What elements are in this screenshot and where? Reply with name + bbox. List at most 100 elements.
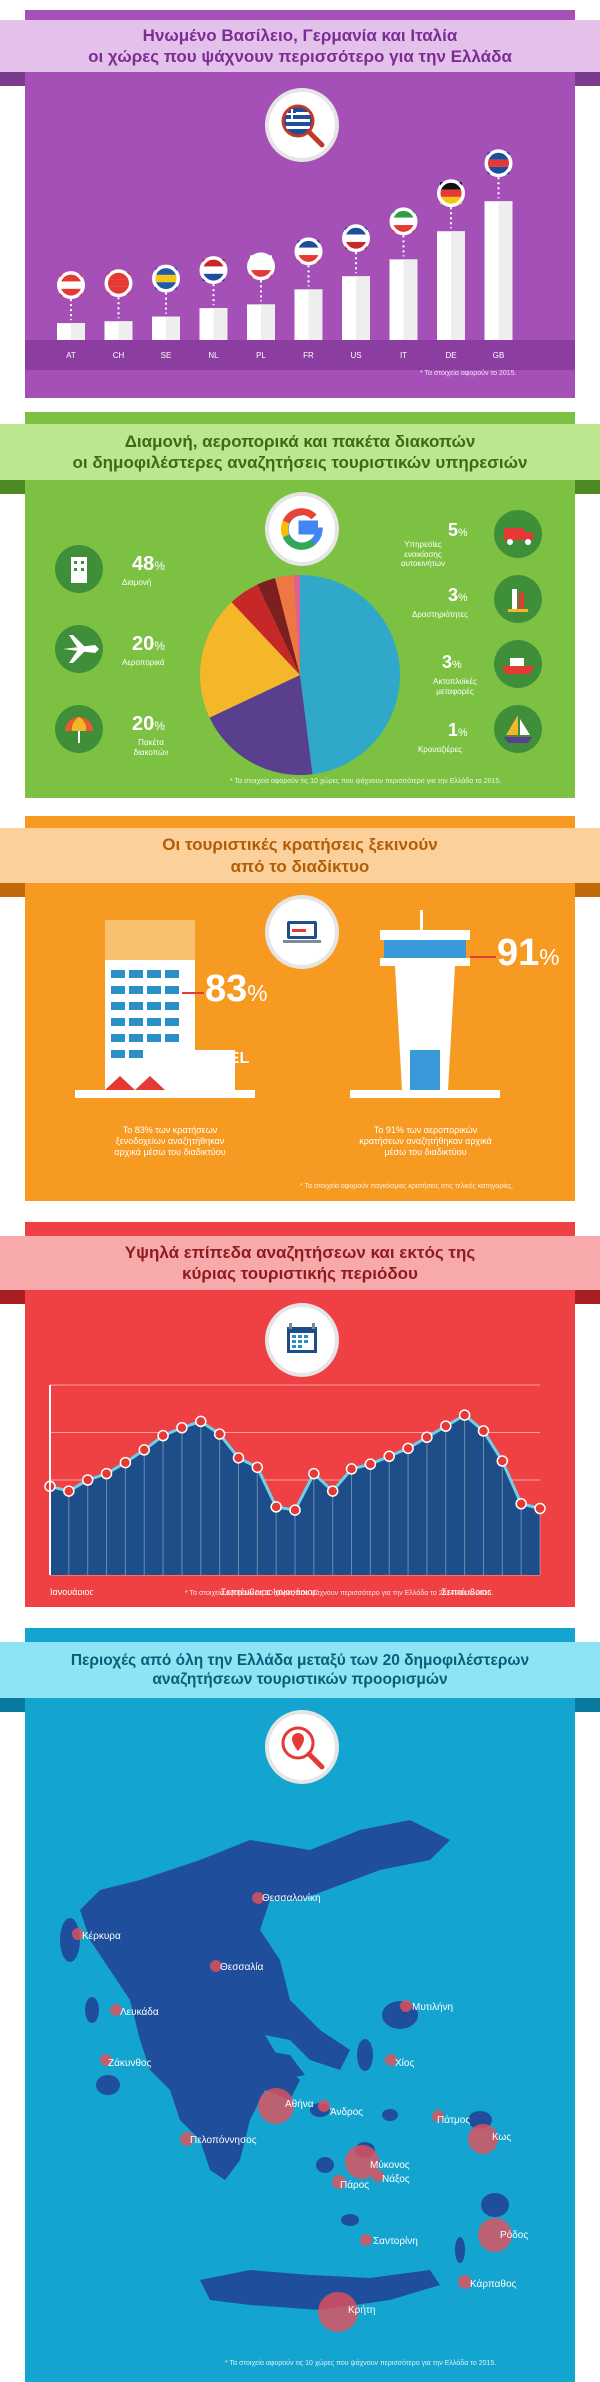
flag-icon-it (389, 207, 418, 236)
section5-credit: * Τα στοιχεία αφορούν τις 10 χώρες που ψ… (225, 2360, 497, 2367)
bar-label-gb: GB (493, 351, 505, 360)
data-point (421, 1431, 433, 1443)
car-rental-percent: 5% (448, 520, 468, 540)
city-dot-kerkyra (72, 1928, 84, 1940)
data-point (213, 1428, 226, 1440)
x-tick-label: Σεπτέμβριος (441, 1587, 492, 1595)
data-point (63, 1485, 75, 1497)
data-point (81, 1474, 94, 1486)
location-pin-magnifier-icon (281, 1726, 325, 1770)
hotel-building-illustration (75, 920, 255, 1098)
section4-credit: * Τα στοιχεία αφορούν τις 10 χώρες που ψ… (185, 1590, 494, 1597)
section2-title-ribbon: Διαμονή, αεροπορικά και πακέτα διακοπών … (0, 424, 600, 480)
city-label-lefkada: Λευκάδα (120, 2007, 159, 2018)
bar-label-de: DE (445, 351, 456, 360)
google-badge (265, 492, 339, 566)
car-rental-label: Υπηρεσίες ενοικίασης αυτοκινήτων (400, 540, 445, 569)
ribbon-fold-right (575, 72, 600, 86)
activities-percent: 3% (448, 585, 468, 605)
ribbon-fold-right (575, 480, 600, 494)
section5-title-line2: αναζητήσεων τουριστικών προορισμών (152, 1671, 448, 1688)
city-dot-thessaloniki (252, 1892, 264, 1904)
city-dot-santorini (360, 2234, 372, 2246)
city-label-santorini: Σαντορίνη (373, 2236, 418, 2247)
bar-label-it: IT (400, 351, 407, 360)
bar-label-nl: NL (208, 351, 219, 360)
accommodation-label: Διαμονή (122, 578, 152, 587)
data-point (383, 1450, 395, 1462)
bar-shade-nl (213, 308, 228, 340)
city-label-karpathos: Κάρπαθος (470, 2279, 517, 2290)
pie-slice-5 (275, 575, 300, 675)
city-label-athina: Αθήνα (285, 2099, 314, 2110)
data-point (364, 1458, 377, 1470)
flights-percent: 20% (132, 633, 165, 655)
greece-search-badge (265, 88, 339, 162)
city-label-kriti: Κρήτη (348, 2305, 376, 2316)
bar-label-pl: PL (256, 351, 266, 360)
section4-title-line2: κύριας τουριστικής περιόδου (182, 1264, 418, 1283)
area-fill (50, 1415, 540, 1575)
hotel-arrow (182, 992, 204, 994)
flag-icon-se (152, 264, 180, 293)
data-point (270, 1501, 282, 1513)
ribbon-fold-right (575, 1290, 600, 1304)
data-point (157, 1429, 169, 1442)
pie-slice-3 (231, 584, 300, 675)
data-point (326, 1485, 339, 1497)
pie-slice-1 (209, 675, 313, 775)
laptop-badge (265, 895, 339, 969)
pie-slice-6 (293, 575, 300, 675)
city-dot-kriti (318, 2292, 358, 2332)
city-label-paros: Πάρος (340, 2180, 370, 2191)
greece-map (60, 1820, 509, 2310)
location-search-badge (265, 1710, 339, 1784)
data-point (100, 1467, 113, 1480)
pie-slice-2 (200, 602, 300, 718)
flag-icon-de (437, 179, 465, 208)
city-dot-lefkada (110, 2004, 122, 2016)
ribbon-fold-left (0, 1698, 25, 1712)
flag-icon-at (57, 271, 85, 300)
section1-title-ribbon: Ηνωμένο Βασίλειο, Γερμανία και Ιταλία οι… (0, 20, 600, 72)
x-tick-label: Ιανουάριος (273, 1587, 317, 1595)
data-point (496, 1455, 509, 1467)
section3-credit: * Τα στοιχεία αφορούν παγκόσμιες κρατήσε… (300, 1183, 514, 1190)
truck-icon (494, 510, 542, 558)
pie-slice-0 (300, 575, 400, 775)
data-point (251, 1461, 264, 1474)
section4-title-line1: Υψηλά επίπεδα αναζητήσεων και εκτός της (124, 1242, 476, 1262)
laptop-icon (283, 921, 321, 943)
city-label-kerkyra: Κέρκυρα (82, 1931, 121, 1942)
section5-title-line1: Περιοχές από όλη την Ελλάδα μεταξύ των 2… (70, 1651, 530, 1669)
bar-shade-gb (498, 201, 513, 340)
city-label-rodos: Ρόδος (500, 2230, 529, 2241)
city-label-mytilini: Μυτιλήνη (412, 2002, 454, 2013)
ribbon-fold-left (0, 72, 25, 86)
city-dot-peloponnisos (180, 2132, 194, 2146)
x-tick-label: Ιανουάριος (50, 1587, 94, 1595)
packages-percent: 20% (132, 713, 165, 735)
air-text: Το 91% των αεροπορικών κρατήσεων αναζητή… (359, 1125, 492, 1157)
data-point (402, 1442, 414, 1455)
data-point (289, 1504, 301, 1516)
city-dot-mytilini (400, 2000, 412, 2012)
section2-credit: * Τα στοιχεία αφορούν τις 10 χώρες που ψ… (230, 778, 502, 785)
pie-slice-4 (257, 578, 300, 675)
airport-tower-illustration (350, 910, 500, 1098)
packages-label: Πακέτα διακοπών (133, 738, 169, 757)
data-point (138, 1444, 150, 1456)
city-label-kos: Κως (492, 2132, 512, 2143)
city-label-naxos: Νάξος (382, 2174, 410, 2185)
hotel-sign: HOTEL (195, 1050, 250, 1067)
bar-shade-ch (118, 321, 133, 340)
city-dot-andros (318, 2100, 330, 2112)
bar-shade-it (403, 259, 418, 340)
ribbon-fold-left (0, 480, 25, 494)
city-dot-naxos (372, 2170, 384, 2182)
flag-icon-ch (104, 269, 133, 298)
section3-title-line1: Οι τουριστικές κρατήσεις ξεκινούν (162, 835, 438, 855)
bar-shade-at (71, 323, 85, 340)
services-pie-chart (200, 575, 400, 775)
city-dot-chios (385, 2054, 397, 2066)
